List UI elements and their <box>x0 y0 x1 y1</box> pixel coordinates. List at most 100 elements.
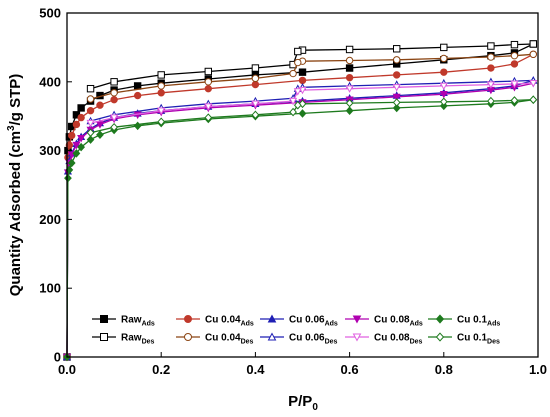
y-tick-label: 300 <box>39 143 61 158</box>
data-point-cu-0-1-des <box>293 100 302 110</box>
data-point-cu-0-08-ads <box>77 134 86 143</box>
y-tick-label: 100 <box>39 281 61 296</box>
legend-marker <box>352 333 362 342</box>
data-point-cu-0-1-des <box>439 97 448 107</box>
data-point-raw-des <box>487 42 495 50</box>
legend-label: Cu 0.1Ads <box>457 315 500 328</box>
y-tick-label: 400 <box>39 74 61 89</box>
legend-entry-cu-0-04-ads: Cu 0.04Ads <box>176 315 254 328</box>
legend-label: Cu 0.06Des <box>289 333 338 346</box>
x-tick-label: 1.0 <box>529 362 547 377</box>
legend-marker <box>435 332 445 342</box>
data-point-cu-0-1-des <box>289 107 297 117</box>
legend-marker <box>100 333 108 341</box>
data-point-raw-des <box>110 78 118 86</box>
data-point-cu-0-08-des <box>86 119 95 128</box>
data-point-cu-0-04-ads <box>204 84 213 93</box>
data-point-cu-0-04-ads <box>77 113 85 122</box>
legend-entry-cu-0-06-des: Cu 0.06Des <box>260 332 338 346</box>
legend-entry-cu-0-04-des: Cu 0.04Des <box>176 333 254 346</box>
legend-entry-cu-0-06-ads: Cu 0.06Ads <box>260 314 338 328</box>
legend-marker <box>435 314 445 324</box>
data-point-cu-0-08-des <box>510 80 519 89</box>
y-tick-label: 0 <box>54 350 61 365</box>
data-point-cu-0-1-des <box>529 95 538 104</box>
data-point-cu-0-08-des <box>293 88 302 96</box>
legend-entry-cu-0-08-ads: Cu 0.08Ads <box>345 315 423 328</box>
data-point-cu-0-08-ads <box>95 121 105 129</box>
data-point-cu-0-04-ads <box>96 101 104 109</box>
legend-label: Cu 0.08Des <box>374 333 423 346</box>
data-point-cu-0-04-ads <box>110 95 118 104</box>
x-tick-label: 0.0 <box>58 362 76 377</box>
data-point-cu-0-1-ads <box>72 149 81 158</box>
data-point-cu-0-1-des <box>204 113 213 122</box>
legend-label: Cu 0.1Des <box>457 333 500 346</box>
legend-entry-cu-0-1-ads: Cu 0.1Ads <box>428 314 500 328</box>
data-point-cu-0-08-des <box>529 79 538 88</box>
y-tick-label: 500 <box>39 6 61 21</box>
data-point-cu-0-04-ads <box>440 68 448 76</box>
series-cu-0-1-des <box>86 95 538 137</box>
data-point-cu-0-08-des <box>439 82 448 91</box>
legend-label: RawDes <box>121 333 155 346</box>
data-point-raw-des <box>529 40 537 48</box>
data-point-raw-ads <box>345 64 354 72</box>
data-point-cu-0-08-ads <box>392 93 401 102</box>
data-point-cu-0-1-ads <box>133 121 142 131</box>
data-point-cu-0-04-des <box>345 56 354 65</box>
data-point-cu-0-04-des <box>393 56 401 64</box>
data-point-cu-0-08-ads <box>439 90 448 99</box>
legend-marker <box>184 333 192 341</box>
data-point-cu-0-04-des <box>204 78 213 86</box>
legend-entry-cu-0-08-des: Cu 0.08Des <box>345 333 423 346</box>
data-point-cu-0-1-des <box>392 98 401 107</box>
legend-label: Cu 0.04Ads <box>205 315 254 328</box>
x-tick-label: 0.6 <box>341 362 359 377</box>
y-tick-label: 200 <box>39 212 61 227</box>
data-point-cu-0-08-des <box>486 81 495 89</box>
data-point-raw-ads <box>133 82 142 90</box>
plot-area <box>62 40 538 362</box>
x-tick-label: 0.2 <box>152 362 170 377</box>
legend-entry-raw-des: RawDes <box>92 333 155 346</box>
data-point-cu-0-04-ads <box>487 64 495 72</box>
legend-marker <box>100 315 108 323</box>
legend-marker <box>184 315 192 323</box>
data-point-cu-0-1-des <box>86 128 95 137</box>
data-point-cu-0-04-des <box>294 58 302 67</box>
data-point-cu-0-1-des <box>251 110 260 120</box>
data-point-cu-0-04-ads <box>65 141 74 149</box>
data-point-cu-0-08-des <box>392 84 401 92</box>
data-point-raw-des <box>294 47 302 56</box>
data-point-cu-0-04-des <box>487 53 495 61</box>
data-point-raw-des <box>393 45 401 53</box>
data-point-raw-des <box>251 64 260 72</box>
series-raw-des <box>86 40 537 93</box>
legend-label: RawAds <box>121 315 155 328</box>
data-point-cu-0-04-des <box>510 51 519 60</box>
legend-entry-raw-ads: RawAds <box>92 315 155 328</box>
data-point-cu-0-04-ads <box>251 80 260 89</box>
data-point-cu-0-1-ads <box>67 158 76 168</box>
data-point-cu-0-08-des <box>251 100 260 109</box>
data-point-cu-0-1-des <box>510 96 519 105</box>
data-point-raw-des <box>440 43 448 52</box>
x-tick-label: 0.8 <box>435 362 453 377</box>
x-axis-title: P/P0 <box>288 393 318 413</box>
data-point-cu-0-04-ads <box>393 71 401 79</box>
legend-label: Cu 0.06Ads <box>289 315 338 328</box>
data-point-cu-0-04-des <box>251 74 260 83</box>
plot-frame <box>66 12 539 358</box>
data-point-cu-0-1-ads <box>392 103 401 113</box>
data-point-cu-0-08-des <box>110 114 119 122</box>
data-point-cu-0-04-ads <box>157 89 165 97</box>
data-point-cu-0-04-des <box>157 82 165 90</box>
x-tick-label: 0.4 <box>246 362 265 377</box>
data-point-cu-0-04-ads <box>298 76 307 85</box>
data-point-cu-0-04-ads <box>133 91 142 100</box>
data-point-cu-0-04-des <box>440 54 448 63</box>
data-point-cu-0-1-ads <box>345 106 354 115</box>
data-point-cu-0-08-des <box>204 103 213 111</box>
